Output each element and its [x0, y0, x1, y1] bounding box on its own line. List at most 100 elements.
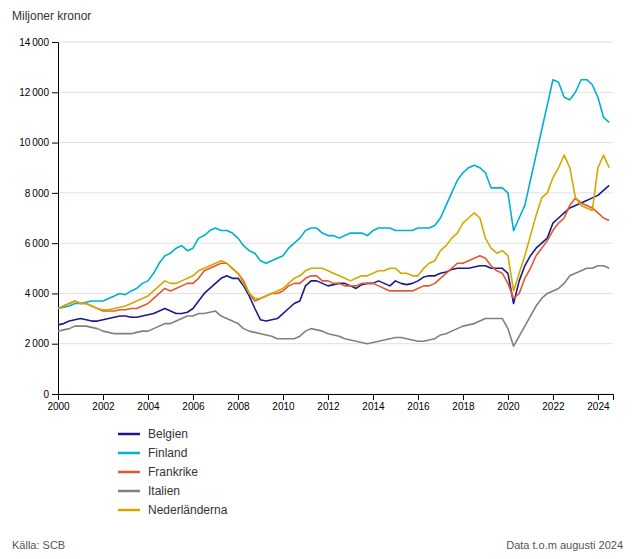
legend-item: Belgien [118, 427, 188, 441]
lines [58, 80, 609, 347]
x-tick-mark [148, 394, 149, 400]
x-tick-mark [193, 394, 194, 400]
grid-line [58, 42, 613, 43]
y-axis-title: Miljoner kronor [12, 9, 91, 23]
y-tick-label: 8 000 [25, 188, 50, 199]
x-tick-label: 2014 [362, 401, 385, 412]
x-tick-mark [103, 394, 104, 400]
y-tick-label: 6 000 [25, 238, 50, 249]
x-tick-label: 2024 [587, 401, 610, 412]
x-tick-label: 2018 [452, 401, 475, 412]
y-tick-label: 14 000 [19, 37, 49, 48]
y-tick-mark [52, 92, 58, 93]
legend-item: Nederländerna [118, 503, 228, 517]
x-tick: 2014 [362, 394, 385, 412]
x-tick: 2012 [317, 394, 340, 412]
x-tick-label: 2002 [92, 401, 115, 412]
plot-area: 0 2 000 4 000 6 000 8 000 10 000 12 000 14 000 2… [19, 37, 613, 412]
y-tick: 10 000 [19, 137, 58, 148]
x-tick: 2004 [137, 394, 160, 412]
y-tick-mark [52, 143, 58, 144]
legend-item: Italien [118, 484, 180, 498]
x-tick-mark [508, 394, 509, 400]
x-tick: 2022 [542, 394, 565, 412]
y-tick-mark [52, 394, 58, 395]
legend-swatch [118, 490, 140, 493]
x-tick-mark [328, 394, 329, 400]
x-tick-label: 2020 [497, 401, 520, 412]
x-tick-mark [283, 394, 284, 400]
y-tick: 12 000 [19, 87, 58, 98]
y-tick: 2 000 [25, 338, 58, 349]
x-tick: 2024 [587, 394, 610, 412]
x-axis: 2000 2002 2004 2006 2008 2010 2012 2014 2016 2018… [47, 394, 613, 412]
x-tick-label: 2006 [182, 401, 205, 412]
x-axis-line [59, 395, 614, 401]
x-tick-mark [373, 394, 374, 400]
series-line [58, 266, 609, 346]
annotation: Data t.o.m augusti 2024 [506, 539, 623, 551]
y-axis: 0 2 000 4 000 6 000 8 000 10 000 12 000 14 000 [19, 37, 58, 400]
legend-label: Italien [148, 484, 180, 498]
grid-line [58, 343, 613, 344]
series-line [58, 155, 609, 310]
x-tick-label: 2022 [542, 401, 565, 412]
x-tick: 2006 [182, 394, 205, 412]
x-tick-label: 2000 [47, 401, 70, 412]
x-tick-label: 2012 [317, 401, 340, 412]
x-tick-mark [58, 394, 59, 400]
grid-line [58, 142, 613, 143]
legend-swatch [118, 433, 140, 436]
legend-swatch [118, 452, 140, 455]
legend-item: Frankrike [118, 465, 198, 479]
x-tick-label: 2004 [137, 401, 160, 412]
legend-label: Nederländerna [148, 503, 228, 517]
grid [58, 42, 613, 394]
x-tick-mark [238, 394, 239, 400]
legend-label: Finland [148, 446, 187, 460]
y-tick-mark [52, 344, 58, 345]
legend: Belgien Finland Frankrike Italien Nederlände… [118, 427, 228, 517]
x-tick: 2018 [452, 394, 475, 412]
x-tick-mark [598, 394, 599, 400]
grid-line [58, 92, 613, 93]
grid-line [58, 192, 613, 193]
y-tick: 6 000 [25, 238, 58, 249]
x-tick: 2010 [272, 394, 295, 412]
x-tick-mark [463, 394, 464, 400]
y-tick-label: 2 000 [25, 338, 50, 349]
chart: 0 2 000 4 000 6 000 8 000 10 000 12 000 14 000 2… [0, 0, 635, 559]
x-tick-label: 2008 [227, 401, 250, 412]
x-tick-mark [418, 394, 419, 400]
x-tick-mark [553, 394, 554, 400]
y-axis-line [52, 43, 59, 395]
grid-line [58, 293, 613, 294]
x-tick: 2000 [47, 394, 70, 412]
y-tick: 4 000 [25, 288, 58, 299]
x-tick: 2020 [497, 394, 520, 412]
x-tick-label: 2016 [407, 401, 430, 412]
annotation: Källa: SCB [12, 539, 65, 551]
y-tick: 14 000 [19, 37, 58, 48]
x-tick: 2008 [227, 394, 250, 412]
y-tick-label: 10 000 [19, 137, 49, 148]
x-tick: 2016 [407, 394, 430, 412]
y-tick-mark [52, 243, 58, 244]
y-tick-mark [52, 42, 58, 43]
legend-swatch [118, 471, 140, 474]
legend-label: Belgien [148, 427, 188, 441]
y-tick: 0 [43, 389, 58, 400]
y-tick-label: 12 000 [19, 87, 49, 98]
series-line [58, 185, 609, 325]
grid-line [58, 243, 613, 244]
x-tick-label: 2010 [272, 401, 295, 412]
y-tick-label: 4 000 [25, 288, 50, 299]
series-line [58, 198, 609, 311]
y-tick-label: 0 [43, 389, 49, 400]
y-tick-mark [52, 193, 58, 194]
y-tick: 8 000 [25, 188, 58, 199]
legend-label: Frankrike [148, 465, 198, 479]
legend-swatch [118, 509, 140, 512]
legend-item: Finland [118, 446, 187, 460]
x-tick: 2002 [92, 394, 115, 412]
